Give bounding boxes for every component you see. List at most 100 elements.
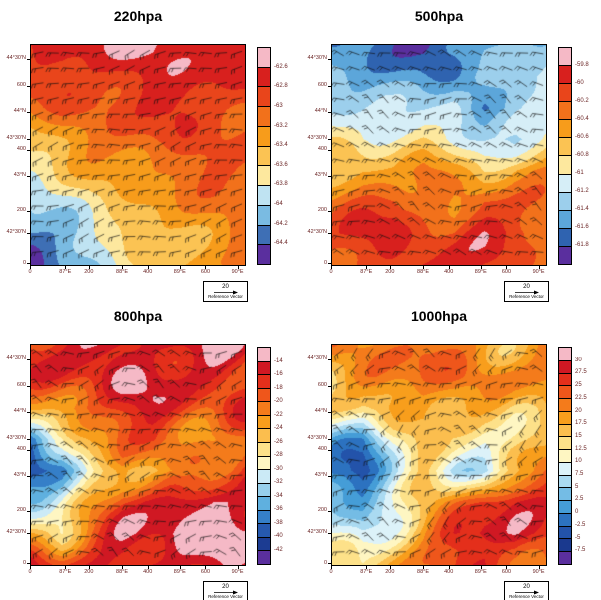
reference-vector-label: Reference Vector: [509, 594, 544, 599]
y-tick-mark: [328, 438, 331, 440]
panel-title: 220hpa: [113, 8, 163, 24]
colorbar-cell: [559, 450, 571, 463]
y-tick-mark: [27, 176, 30, 177]
y-tick-mark: [328, 176, 331, 177]
colorbar-cell: [258, 442, 270, 457]
x-tick-mark: [30, 566, 31, 569]
x-tick-label: 200: [84, 569, 94, 575]
colorbar-label: -63.2: [274, 122, 288, 129]
colorbar-label: -38: [274, 519, 283, 526]
reference-vector-box: 20 Reference Vector: [504, 281, 549, 302]
colorbar-label: -60.4: [575, 116, 589, 122]
y-tick-label: 43°30'N: [6, 134, 26, 141]
x-tick-mark: [237, 266, 239, 269]
colorbar-cell: [258, 415, 270, 430]
colorbar-label: -14: [274, 357, 283, 364]
colorbar-cell: [559, 424, 571, 438]
panel-220hpa: 220hpa 20 Reference Vector 44°30'N 600 44°…: [0, 0, 300, 302]
y-tick-label: 200: [16, 507, 26, 514]
panel-1000hpa: 1000hpa 20 Reference Vector 44°30'N 600 44…: [301, 300, 601, 600]
y-tick-label: 43°N: [314, 172, 327, 178]
reference-vector-arrow-icon: [514, 590, 539, 595]
x-tick-mark: [480, 566, 482, 569]
colorbar-label: 20: [575, 407, 582, 414]
reference-vector-value: 20: [222, 583, 229, 590]
y-tick-mark: [27, 563, 30, 564]
y-tick-mark: [27, 449, 30, 451]
colorbar-label: -5: [575, 534, 581, 541]
y-tick-label: 400: [317, 445, 327, 452]
y-tick-mark: [328, 59, 331, 61]
panel-title: 1000hpa: [410, 308, 468, 324]
x-tick-label: 90°E: [532, 269, 545, 275]
colorbar-cell: [559, 513, 571, 527]
y-tick-mark: [27, 112, 30, 114]
x-tick-label: 89°E: [173, 569, 186, 575]
colorbar-cell: [258, 48, 270, 68]
x-tick-label: 0: [28, 269, 32, 275]
x-tick-label: 87°E: [360, 569, 373, 575]
colorbar-cell: [258, 225, 270, 246]
colorbar-label: 7.5: [575, 471, 584, 478]
x-tick-mark: [65, 266, 67, 269]
x-tick-label: 90°E: [231, 269, 244, 275]
colorbar-label: -20: [274, 398, 283, 404]
colorbar-cell: [559, 174, 571, 193]
y-tick-mark: [27, 211, 30, 213]
colorbar-label: -18: [274, 384, 283, 391]
x-tick-label: 600: [501, 269, 512, 275]
y-tick-label: 44°N: [13, 408, 26, 415]
colorbar-label: -63.6: [274, 161, 288, 168]
colorbar-label: -24: [274, 425, 283, 431]
y-tick-mark: [27, 412, 30, 414]
colorbar-cell: [258, 245, 270, 265]
y-tick-label: 44°N: [13, 108, 26, 115]
x-tick-label: 90°E: [231, 569, 244, 575]
colorbar-cell: [258, 348, 270, 362]
colorbar-cell: [258, 166, 270, 187]
y-tick-mark: [328, 476, 331, 477]
x-tick-mark: [179, 266, 181, 269]
y-tick-mark: [27, 138, 30, 140]
colorbar-label: -61.2: [575, 188, 589, 194]
y-tick-label: 400: [317, 145, 327, 152]
x-tick-mark: [448, 266, 450, 269]
x-tick-mark: [448, 566, 450, 569]
colorbar-label: -26: [274, 438, 283, 445]
x-tick-label: 200: [84, 269, 94, 275]
colorbar: [257, 47, 271, 265]
colorbar-label: -61.8: [575, 242, 589, 248]
y-tick-label: 200: [16, 207, 26, 214]
colorbar-label: 12.5: [575, 445, 587, 452]
colorbar-label: -64.4: [274, 240, 288, 247]
x-tick-label: 88°E: [116, 269, 129, 275]
colorbar-cell: [559, 411, 571, 425]
y-tick-mark: [27, 59, 30, 61]
reference-vector-arrow-icon: [514, 290, 539, 295]
x-tick-label: 0: [329, 569, 333, 575]
x-tick-label: 90°E: [532, 569, 545, 575]
x-tick-mark: [147, 566, 149, 569]
colorbar-label: -61.6: [575, 224, 589, 230]
y-tick-mark: [328, 211, 331, 213]
colorbar-label: -30: [274, 465, 283, 472]
x-tick-label: 87°E: [59, 569, 72, 575]
colorbar-label: -22: [274, 411, 283, 418]
panel-800hpa: 800hpa 20 Reference Vector 44°30'N 600 44°…: [0, 300, 300, 600]
x-tick-label: 600: [200, 269, 211, 275]
y-tick-label: 43°30'N: [307, 434, 327, 441]
colorbar-cell: [559, 120, 571, 139]
colorbar-label: 0: [575, 509, 579, 516]
y-tick-mark: [27, 359, 30, 361]
y-tick-mark: [328, 449, 331, 451]
colorbar-label: -60.8: [575, 152, 589, 158]
y-tick-mark: [27, 385, 30, 387]
y-tick-label: 600: [16, 381, 26, 388]
y-tick-label: 43°N: [13, 472, 26, 478]
reference-vector-box: 20 Reference Vector: [203, 581, 248, 600]
colorbar-cell: [559, 526, 571, 540]
x-tick-mark: [331, 266, 332, 269]
x-tick-mark: [506, 566, 508, 569]
colorbar-cell: [559, 399, 571, 412]
